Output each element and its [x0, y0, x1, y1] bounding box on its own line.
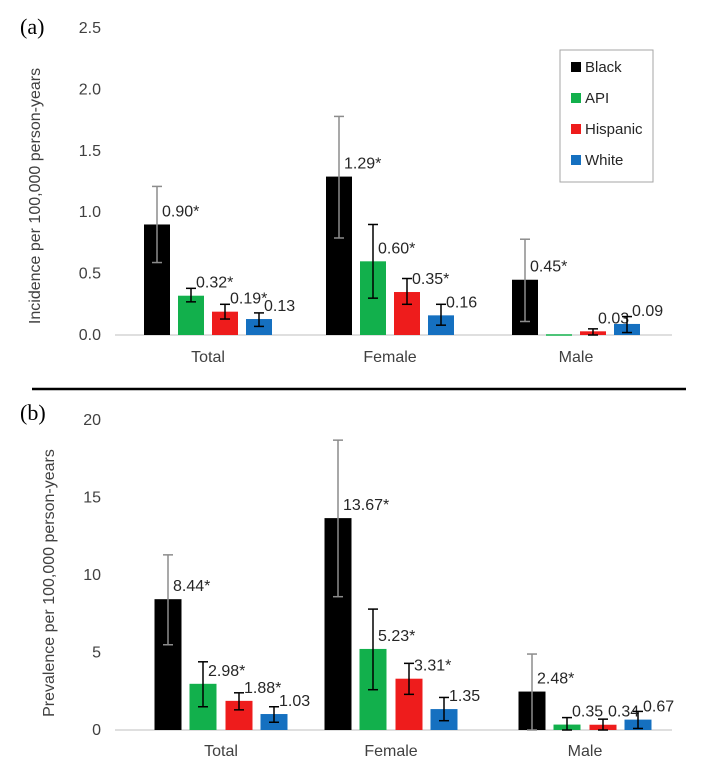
data-label-black-male: 2.48*	[537, 671, 574, 688]
data-label-hispanic-female: 3.31*	[414, 658, 451, 675]
panel-b-prevalence: (b) Prevalence per 100,000 person-years …	[20, 400, 674, 760]
data-label-white-female: 1.35	[449, 688, 480, 705]
data-label-black-total: 0.90*	[162, 203, 199, 220]
y-tick-label: 1.0	[79, 204, 101, 221]
panel-a-tag: (a)	[20, 14, 44, 39]
category-label-female: Female	[364, 743, 417, 760]
error-bar-hispanic-male	[588, 328, 598, 336]
error-bar-api-female	[368, 223, 378, 299]
data-label-white-total: 0.13	[264, 298, 295, 315]
category-label-total: Total	[191, 349, 225, 366]
y-tick-label: 2.0	[79, 81, 101, 98]
y-tick-label: 0	[92, 722, 101, 739]
error-bar-white-total	[269, 706, 279, 723]
data-label-hispanic-female: 0.35*	[412, 271, 449, 288]
y-tick-label: 0.5	[79, 266, 101, 283]
error-bar-hispanic-female	[402, 277, 412, 306]
data-label-api-total: 0.32*	[196, 275, 233, 292]
legend-label-api: API	[585, 90, 609, 107]
category-label-male: Male	[568, 743, 603, 760]
data-label-api-total: 2.98*	[208, 663, 245, 680]
panel-a-axes: 0.0 0.5 1.0 1.5 2.0 2.5 Total Female Male	[79, 20, 672, 366]
category-label-male: Male	[559, 349, 594, 366]
data-label-black-total: 8.44*	[173, 578, 210, 595]
legend-label-white: White	[585, 152, 623, 169]
error-bar-api-total	[186, 287, 196, 303]
error-bar-hispanic-total	[234, 692, 244, 711]
category-label-female: Female	[363, 349, 416, 366]
error-bar-black-female	[333, 439, 343, 598]
panel-a-legend: Black API Hispanic White	[559, 49, 654, 183]
y-tick-label: 2.5	[79, 20, 101, 37]
error-bar-black-male	[520, 238, 530, 323]
error-bar-white-male	[622, 315, 632, 334]
y-tick-label: 15	[83, 490, 101, 507]
error-bar-hispanic-female	[404, 662, 414, 696]
error-bar-white-male	[633, 710, 643, 730]
data-label-white-male: 0.09	[632, 303, 663, 320]
y-tick-label: 20	[83, 412, 101, 429]
error-bar-black-male	[527, 653, 537, 731]
panel-a-incidence: (a) Incidence per 100,000 person-years 0…	[20, 14, 672, 366]
legend-swatch-black	[571, 62, 581, 72]
error-bar-black-total	[152, 185, 162, 264]
error-bar-white-female	[439, 696, 449, 722]
error-bar-black-total	[163, 554, 173, 646]
panel-b-tag: (b)	[20, 400, 46, 425]
bar-hispanic-total	[212, 311, 238, 335]
data-label-white-male: 0.67	[643, 699, 674, 716]
error-bar-hispanic-total	[220, 303, 230, 320]
panel-b-y-axis-title: Prevalence per 100,000 person-years	[41, 449, 58, 717]
data-label-hispanic-male: 0.34	[608, 704, 639, 721]
panel-a-bars: 0.90*1.29*0.45*0.32*0.60*0.19*0.35*0.030…	[144, 115, 663, 336]
data-label-white-total: 1.03	[279, 693, 310, 710]
error-bar-black-female	[334, 115, 344, 239]
data-label-api-male: 0.35	[572, 704, 603, 721]
legend-swatch-hispanic	[571, 124, 581, 134]
data-label-black-female: 1.29*	[344, 156, 381, 173]
error-bar-api-female	[368, 608, 378, 691]
panel-a-y-axis-title: Incidence per 100,000 person-years	[27, 68, 44, 324]
y-tick-label: 5	[92, 645, 101, 662]
y-tick-label: 0.0	[79, 327, 101, 344]
data-label-black-female: 13.67*	[343, 497, 389, 514]
category-label-total: Total	[204, 743, 238, 760]
legend-swatch-white	[571, 155, 581, 165]
error-bar-api-total	[198, 661, 208, 708]
y-tick-label: 1.5	[79, 143, 101, 160]
data-label-hispanic-total: 0.19*	[230, 291, 267, 308]
legend-swatch-api	[571, 93, 581, 103]
data-label-white-female: 0.16	[446, 294, 477, 311]
legend-label-black: Black	[585, 59, 622, 76]
panel-b-bars: 8.44* 13.67* 2.48* 2.98* 5.23* 0.35 1.88* 3.31*…	[154, 439, 674, 731]
data-label-api-female: 0.60*	[378, 240, 415, 257]
data-label-hispanic-total: 1.88*	[244, 680, 281, 697]
data-label-hispanic-male: 0.03	[598, 310, 629, 327]
error-bar-white-total	[254, 312, 264, 328]
error-bar-api-male	[562, 716, 572, 731]
error-bar-hispanic-male	[598, 718, 608, 731]
data-label-black-male: 0.45*	[530, 259, 567, 276]
legend-label-hispanic: Hispanic	[585, 121, 643, 138]
y-tick-label: 10	[83, 567, 101, 584]
data-label-api-female: 5.23*	[378, 628, 415, 645]
error-bar-white-female	[436, 303, 446, 326]
